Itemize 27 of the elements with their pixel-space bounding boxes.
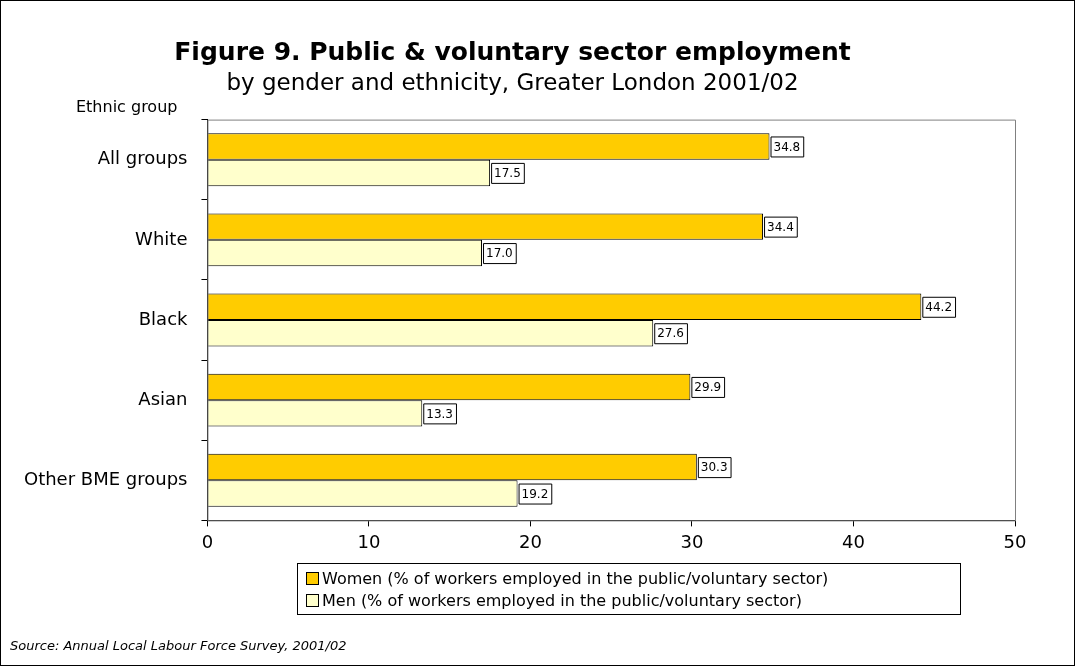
data-label: 44.2 xyxy=(925,299,953,314)
x-tick-label: 10 xyxy=(357,530,381,552)
x-tick-label: 20 xyxy=(519,530,542,552)
legend-label: Women (% of workers employed in the public/voluntary sector) xyxy=(322,568,829,588)
chart-title: Figure 9. Public & voluntary sector employment xyxy=(174,36,851,66)
data-label: 13.3 xyxy=(426,406,453,421)
y-axis-title: Ethnic group xyxy=(75,96,178,116)
source-note: Source: Annual Local Labour Force Survey, 2001/02 xyxy=(10,638,347,653)
legend-label: Men (% of workers employed in the public/voluntary sector) xyxy=(322,590,802,610)
x-tick-label: 40 xyxy=(842,530,865,552)
x-tick-label: 0 xyxy=(201,530,214,552)
data-label: 19.2 xyxy=(521,486,549,501)
data-label: 34.8 xyxy=(773,139,801,154)
y-tick-label: All groups xyxy=(97,147,188,169)
y-tick-label: White xyxy=(135,227,188,249)
data-label: 34.4 xyxy=(767,219,794,234)
data-label: 29.9 xyxy=(694,380,722,395)
data-label: 27.6 xyxy=(657,326,684,341)
y-tick-label: Asian xyxy=(138,387,188,409)
chart-subtitle: by gender and ethnicity, Greater London 2001/02 xyxy=(226,68,799,95)
data-label: 17.0 xyxy=(486,246,513,261)
data-label: 30.3 xyxy=(700,460,728,475)
data-label: 17.5 xyxy=(494,166,521,181)
x-tick-label: 30 xyxy=(680,530,704,552)
y-tick-label: Black xyxy=(138,307,189,329)
y-tick-label: Other BME groups xyxy=(23,467,188,489)
x-tick-label: 50 xyxy=(1003,530,1027,552)
